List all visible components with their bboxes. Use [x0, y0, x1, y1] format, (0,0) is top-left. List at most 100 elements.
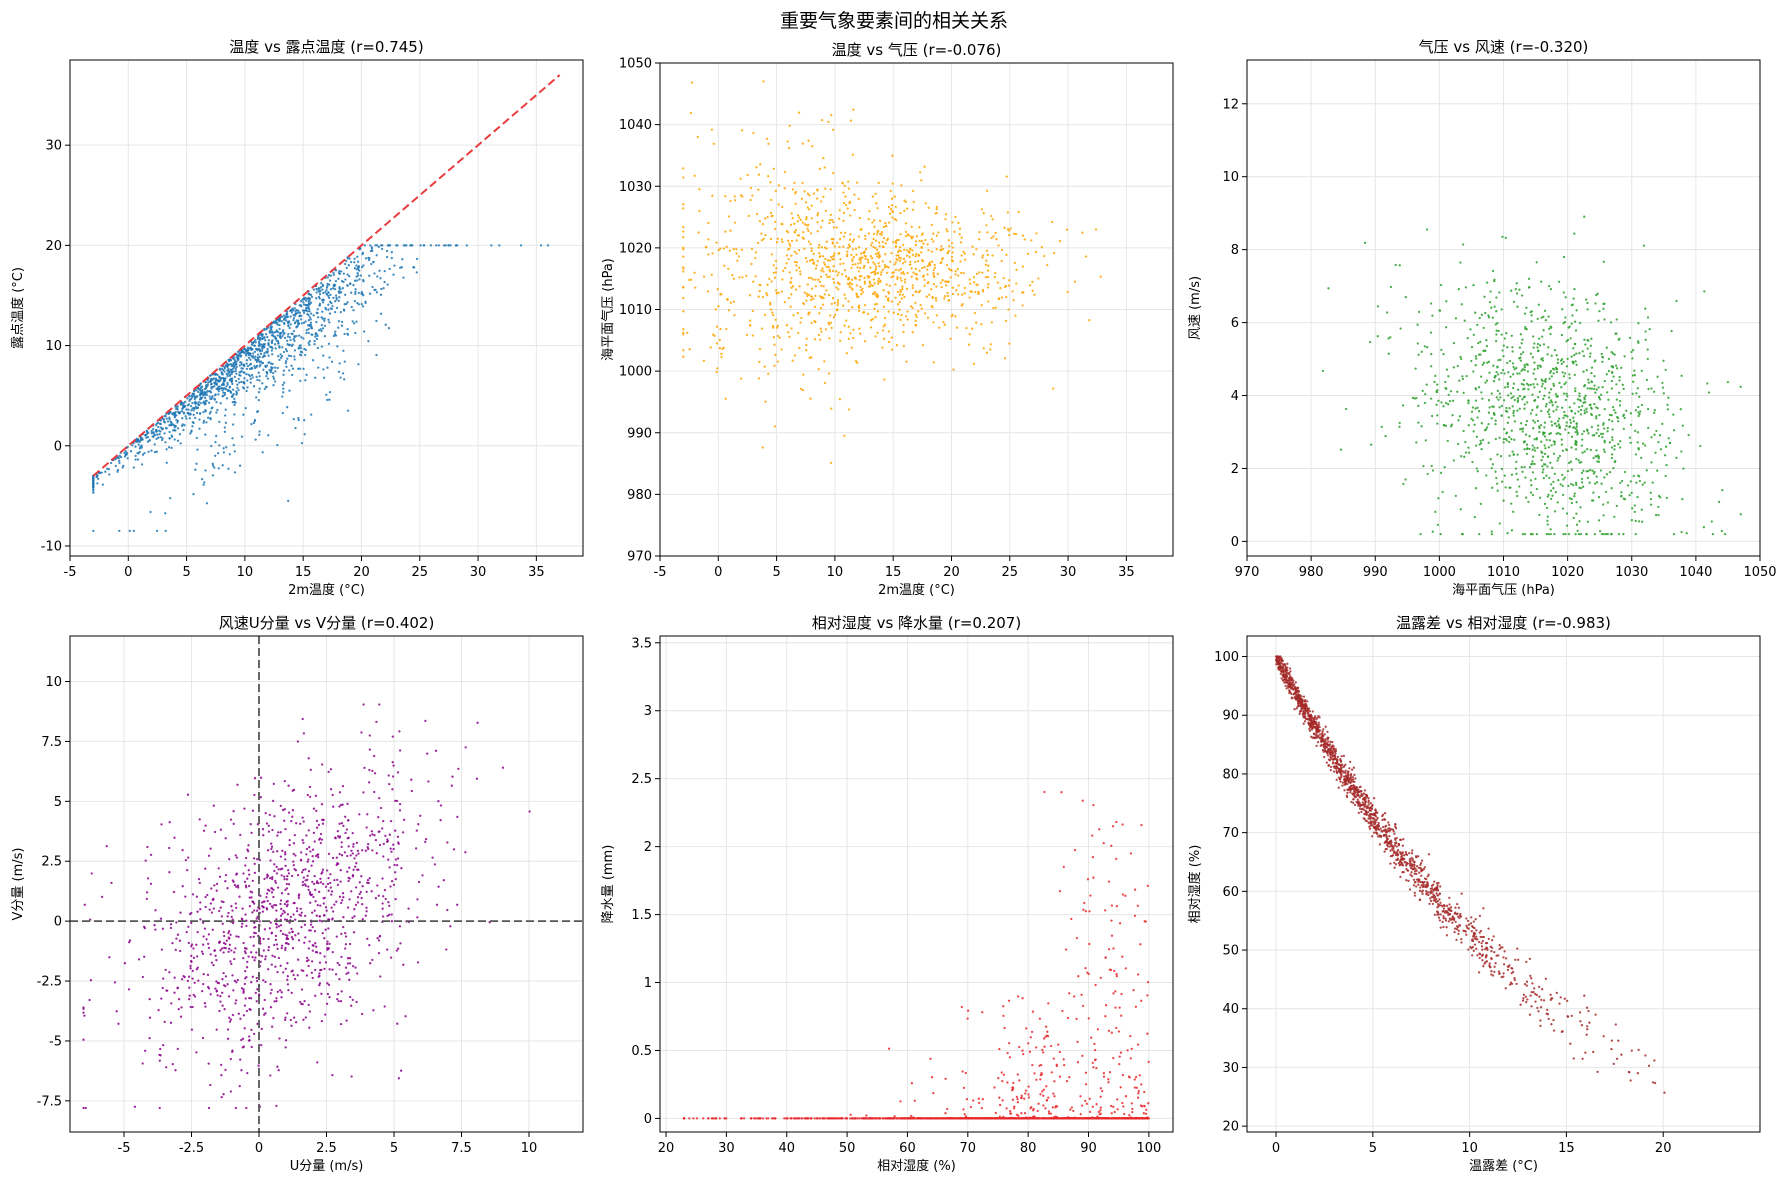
data-point — [718, 346, 722, 350]
data-point — [164, 415, 167, 418]
data-point — [254, 355, 257, 358]
data-point — [218, 875, 222, 878]
data-point — [333, 878, 336, 882]
data-point — [250, 366, 253, 370]
data-point — [822, 296, 825, 300]
data-point — [1567, 484, 1570, 488]
data-point — [899, 318, 902, 322]
data-point — [317, 366, 320, 369]
data-point — [1531, 493, 1535, 497]
data-point — [370, 890, 373, 893]
data-point — [1496, 482, 1499, 485]
data-point — [857, 305, 860, 309]
data-point — [498, 244, 501, 247]
data-point — [237, 1012, 240, 1015]
data-point — [847, 187, 851, 190]
data-point — [869, 326, 873, 329]
data-point — [218, 909, 221, 913]
data-point — [256, 858, 259, 861]
data-point — [218, 420, 221, 424]
data-point — [234, 947, 237, 950]
data-point — [1006, 211, 1009, 214]
data-point — [282, 350, 286, 354]
data-point — [1528, 466, 1532, 469]
data-point — [118, 459, 121, 462]
data-point — [348, 275, 351, 278]
data-point — [693, 271, 696, 274]
data-point — [1345, 407, 1348, 411]
data-point — [1590, 425, 1594, 429]
data-point — [1561, 308, 1564, 311]
data-point — [358, 278, 361, 281]
data-point — [1485, 339, 1488, 342]
data-point — [1606, 426, 1609, 430]
data-point — [972, 362, 976, 365]
data-point — [1483, 429, 1487, 432]
data-point — [267, 434, 270, 437]
data-point — [1437, 497, 1440, 500]
data-point — [303, 999, 306, 1003]
data-point — [198, 881, 201, 885]
data-point — [286, 320, 289, 323]
data-point — [305, 307, 308, 310]
data-point — [1561, 493, 1565, 497]
data-point — [282, 387, 285, 390]
data-point — [379, 293, 383, 296]
data-point — [175, 414, 178, 417]
data-point — [945, 263, 949, 267]
data-point — [1099, 275, 1102, 278]
data-point — [330, 307, 334, 311]
data-point — [255, 976, 258, 980]
data-point — [837, 217, 841, 220]
data-point — [442, 879, 445, 882]
data-point — [1578, 405, 1581, 409]
x-tick-label: 25 — [411, 565, 428, 580]
data-point — [819, 226, 823, 229]
data-point — [873, 225, 876, 228]
data-point — [283, 779, 286, 783]
data-point — [1723, 532, 1727, 536]
data-point — [1518, 485, 1521, 488]
data-point — [232, 989, 235, 992]
data-point — [275, 926, 278, 929]
data-point — [337, 272, 341, 275]
data-point — [969, 282, 972, 285]
data-point — [452, 848, 456, 851]
data-point — [457, 767, 460, 771]
data-point — [179, 442, 182, 445]
data-point — [876, 296, 879, 299]
data-point — [311, 949, 314, 952]
data-point — [1491, 405, 1494, 408]
data-point — [1506, 410, 1509, 413]
data-point — [439, 804, 443, 807]
data-point — [1542, 329, 1545, 332]
data-point — [944, 280, 947, 283]
data-point — [862, 311, 865, 314]
data-point — [893, 195, 896, 198]
data-point — [176, 439, 180, 442]
data-point — [313, 342, 316, 346]
data-point — [1572, 483, 1575, 487]
data-point — [910, 237, 913, 240]
data-point — [1008, 279, 1011, 282]
data-point — [226, 375, 229, 378]
data-point — [1640, 456, 1643, 460]
data-point — [682, 328, 685, 331]
data-point — [299, 907, 302, 911]
data-point — [250, 343, 254, 346]
data-point — [797, 331, 800, 335]
data-point — [1588, 355, 1592, 358]
data-point — [261, 337, 264, 340]
data-point — [947, 299, 950, 302]
data-point — [1506, 383, 1510, 386]
data-point — [231, 382, 234, 386]
data-point — [1526, 370, 1530, 373]
data-point — [252, 857, 256, 860]
data-point — [141, 975, 145, 979]
data-point — [850, 283, 854, 286]
data-point — [189, 967, 192, 970]
data-point — [1014, 232, 1018, 236]
data-point — [798, 285, 801, 288]
data-point — [318, 293, 322, 296]
data-point — [276, 366, 279, 370]
